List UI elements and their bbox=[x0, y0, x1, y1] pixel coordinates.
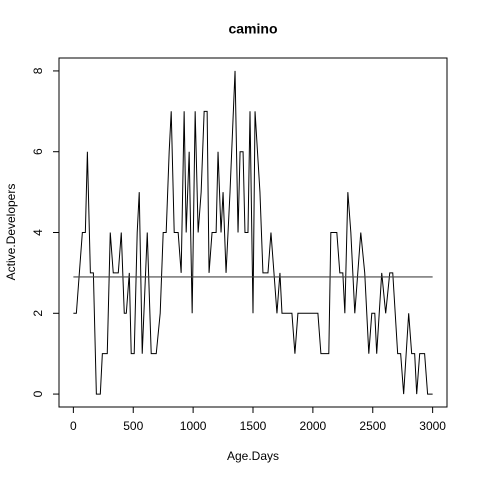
x-tick-label: 3000 bbox=[419, 419, 446, 433]
x-tick-label: 0 bbox=[70, 419, 77, 433]
y-tick-label: 8 bbox=[31, 67, 45, 74]
y-tick-label: 4 bbox=[31, 229, 45, 236]
x-tick-label: 1500 bbox=[240, 419, 267, 433]
y-tick-label: 6 bbox=[31, 148, 45, 155]
x-tick-label: 2500 bbox=[359, 419, 386, 433]
data-line bbox=[73, 70, 433, 395]
x-axis-label: Age.Days bbox=[227, 449, 279, 463]
y-tick-label: 2 bbox=[31, 310, 45, 317]
y-axis-label: Active.Developers bbox=[4, 184, 18, 281]
x-tick-label: 500 bbox=[123, 419, 143, 433]
x-tick-label: 2000 bbox=[300, 419, 327, 433]
x-tick-label: 1000 bbox=[180, 419, 207, 433]
y-tick-label: 0 bbox=[31, 390, 45, 397]
chart-title: camino bbox=[228, 21, 277, 37]
